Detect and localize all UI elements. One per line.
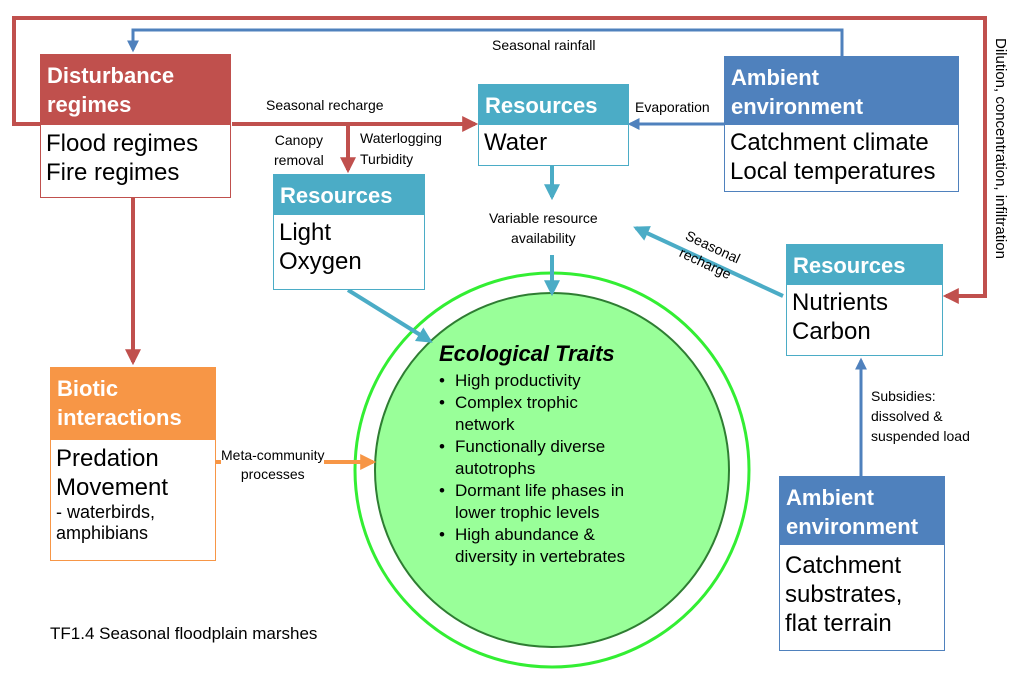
evaporation-label: Evaporation — [635, 99, 710, 116]
ambient-bottom-line1: Catchment — [785, 552, 902, 579]
resources-nutrients-line1: Nutrients — [792, 289, 889, 316]
resources-light-line1: Light — [279, 219, 332, 246]
resources-water-header: Resources — [479, 85, 628, 125]
resources-light-title: Resources — [280, 183, 393, 208]
ambient-top-header-line2: environment — [731, 94, 864, 119]
disturbance-body: Flood regimes Fire regimes — [41, 125, 230, 187]
trait-item-text-cont: diversity in vertebrates — [455, 547, 626, 566]
turbidity-label: Turbidity — [360, 151, 414, 167]
canopy-removal-line2: removal — [274, 152, 324, 168]
resources-water-title: Resources — [485, 93, 598, 118]
trait-item-text: Functionally diverse — [455, 437, 606, 456]
trait-item-text-cont: network — [455, 415, 515, 434]
nutrients-to-variable-arrow — [633, 226, 784, 298]
trait-item: • Functionally diverse autotrophs — [439, 437, 606, 478]
trait-item: • Complex trophic network — [439, 393, 578, 434]
biotic-header-line2: interactions — [57, 405, 182, 430]
biotic-box: Biotic interactions Predation Movement -… — [50, 367, 216, 561]
resources-nutrients-body: Nutrients Carbon — [787, 285, 942, 346]
biotic-line2: Movement — [56, 474, 169, 501]
variable-resource-label: Variable resource availability — [489, 208, 598, 248]
seasonal-rainfall-label: Seasonal rainfall — [492, 37, 596, 53]
seasonal-rainfall-arrow — [127, 28, 844, 56]
resources-water-line1: Water — [484, 129, 548, 156]
ambient-bottom-body: Catchment substrates, flat terrain — [780, 545, 944, 638]
ambient-bottom-header: Ambient environment — [780, 477, 944, 545]
trait-item-text-cont: autotrophs — [455, 459, 536, 478]
subsidies-line3: suspended load — [871, 428, 970, 444]
meta-community-label: Meta-community processes — [221, 446, 325, 484]
trait-item-text: Complex trophic — [455, 393, 578, 412]
traits-content: Ecological Traits • High productivity • Co… — [425, 340, 685, 568]
biotic-header-line1: Biotic — [57, 376, 119, 401]
disturbance-header-line1: Disturbance — [47, 63, 175, 88]
dilution-arrow — [12, 16, 987, 304]
disturbance-box: Disturbance regimes Flood regimes Fire r… — [40, 54, 231, 198]
disturbance-header-line2: regimes — [47, 92, 132, 117]
resources-nutrients-box: Resources Nutrients Carbon — [786, 244, 943, 356]
ambient-top-header: Ambient environment — [725, 57, 958, 125]
traits-title: Ecological Traits — [439, 341, 615, 366]
resources-water-box: Resources Water — [478, 84, 629, 166]
ambient-top-line1: Catchment climate — [730, 129, 929, 156]
resources-light-line2: Oxygen — [279, 248, 362, 275]
meta-community-line2: processes — [240, 466, 305, 482]
resources-light-box: Resources Light Oxygen — [273, 174, 425, 290]
biotic-subline2: amphibians — [56, 523, 149, 543]
ambient-top-body: Catchment climate Local temperatures — [725, 125, 958, 186]
trait-item-text: Dormant life phases in — [455, 481, 625, 500]
ambient-top-line2: Local temperatures — [730, 158, 936, 185]
ambient-top-header-line1: Ambient — [731, 65, 819, 90]
variable-resource-line1: Variable resource — [489, 210, 598, 226]
subsidies-label: Subsidies: dissolved & suspended load — [871, 386, 970, 446]
ambient-bottom-header-line2: environment — [786, 514, 919, 539]
ambient-bottom-box: Ambient environment Catchment substrates… — [779, 476, 945, 651]
dilution-label: Dilution, concentration, infiltration — [992, 38, 1009, 259]
diagram-caption: TF1.4 Seasonal floodplain marshes — [50, 624, 318, 643]
subsidies-line1: Subsidies: — [871, 388, 936, 404]
meta-community-line1: Meta-community — [221, 446, 325, 465]
disturbance-header: Disturbance regimes — [41, 55, 230, 125]
trait-item: • High abundance & diversity in vertebrat… — [439, 525, 626, 566]
trait-item: • Dormant life phases in lower trophic le… — [439, 481, 625, 522]
biotic-body: Predation Movement - waterbirds, amphibi… — [51, 440, 215, 544]
ambient-bottom-header-line1: Ambient — [786, 485, 874, 510]
seasonal-recharge-label: Seasonal recharge — [266, 97, 384, 113]
resources-nutrients-header: Resources — [787, 245, 942, 285]
light-to-traits-arrow — [346, 288, 433, 343]
trait-item-text: High productivity — [455, 371, 581, 390]
trait-item: • High productivity — [439, 371, 581, 390]
subsidies-line2: dissolved & — [871, 408, 943, 424]
biotic-line1: Predation — [56, 445, 159, 472]
resources-nutrients-line2: Carbon — [792, 318, 871, 345]
resources-water-body: Water — [479, 125, 628, 157]
ambient-bottom-line2: substrates, — [785, 581, 903, 608]
trait-item-text-cont: lower trophic levels — [455, 503, 600, 522]
biotic-subline1: - waterbirds, — [56, 502, 156, 522]
canopy-removal-label: Canopy removal — [274, 130, 324, 170]
variable-resource-line2: availability — [511, 230, 576, 246]
trait-item-text: High abundance & — [455, 525, 595, 544]
resources-light-header: Resources — [274, 175, 424, 215]
waterlogging-label: Waterlogging — [360, 130, 442, 146]
disturbance-line2: Fire regimes — [46, 159, 180, 186]
ambient-bottom-line3: flat terrain — [785, 610, 892, 637]
ambient-top-box: Ambient environment Catchment climate Lo… — [724, 56, 959, 192]
resources-nutrients-title: Resources — [793, 253, 906, 278]
resources-light-body: Light Oxygen — [274, 215, 424, 276]
canopy-removal-line1: Canopy — [274, 132, 324, 148]
disturbance-line1: Flood regimes — [46, 130, 199, 157]
biotic-header: Biotic interactions — [51, 368, 215, 440]
